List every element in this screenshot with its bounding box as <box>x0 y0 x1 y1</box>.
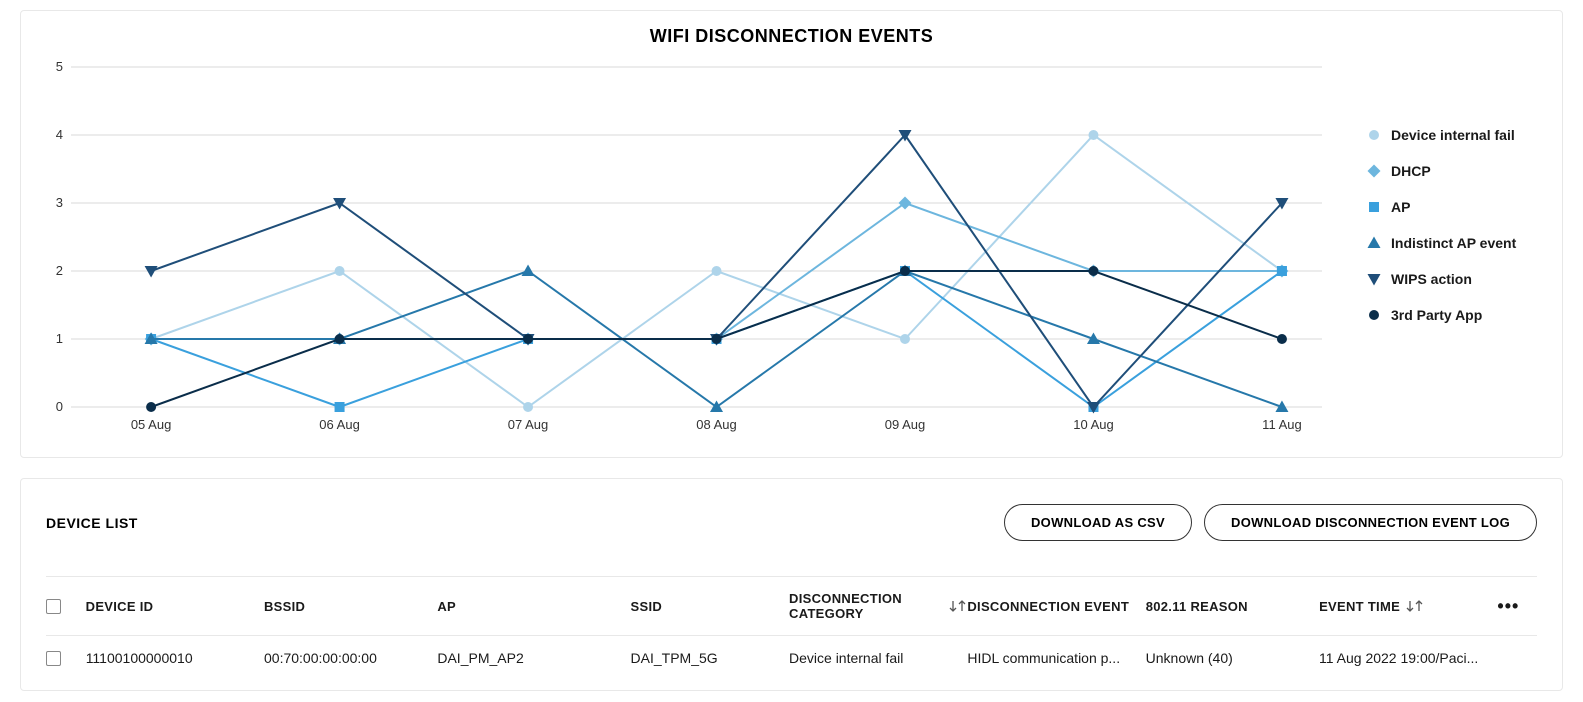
device-table: DEVICE ID BSSID AP SSID DISCONNECTION CA… <box>46 576 1537 680</box>
legend-item[interactable]: Indistinct AP event <box>1367 235 1542 251</box>
cell-bssid: 00:70:00:00:00:00 <box>264 650 437 666</box>
column-80211-reason[interactable]: 802.11 REASON <box>1146 599 1319 614</box>
legend-label: AP <box>1391 199 1410 215</box>
chart-svg: 0 1 2 3 4 5 05 Aug 06 Aug 07 Aug 08 Aug 09 Aug 10 A… <box>41 57 1342 437</box>
chart-plot: 0 1 2 3 4 5 05 Aug 06 Aug 07 Aug 08 Aug 09 Aug 10 A… <box>41 57 1342 437</box>
legend-label: 3rd Party App <box>1391 307 1482 323</box>
svg-text:10 Aug: 10 Aug <box>1073 417 1114 432</box>
svg-text:11 Aug: 11 Aug <box>1262 417 1302 432</box>
sort-icon <box>949 599 967 613</box>
legend-item[interactable]: 3rd Party App <box>1367 307 1542 323</box>
table-row[interactable]: 11100100000010 00:70:00:00:00:00 DAI_PM_… <box>46 636 1537 680</box>
legend-item[interactable]: AP <box>1367 199 1542 215</box>
svg-text:1: 1 <box>56 331 63 346</box>
svg-text:4: 4 <box>56 127 63 142</box>
svg-text:06 Aug: 06 Aug <box>319 417 360 432</box>
chart-title: WIFI DISCONNECTION EVENTS <box>41 26 1542 47</box>
device-list-title: DEVICE LIST <box>46 515 138 531</box>
column-more: ••• <box>1497 596 1537 617</box>
chart-body: 0 1 2 3 4 5 05 Aug 06 Aug 07 Aug 08 Aug 09 Aug 10 A… <box>41 57 1542 437</box>
column-ssid[interactable]: SSID <box>631 599 790 614</box>
column-disconnection-event[interactable]: DISCONNECTION EVENT <box>967 599 1145 614</box>
legend-marker-icon <box>1367 200 1381 214</box>
legend-marker-icon <box>1367 272 1381 286</box>
cell-ap: DAI_PM_AP2 <box>437 650 630 666</box>
table-header-row: DEVICE ID BSSID AP SSID DISCONNECTION CA… <box>46 576 1537 636</box>
cell-reason: Unknown (40) <box>1146 650 1319 666</box>
svg-text:07 Aug: 07 Aug <box>508 417 549 432</box>
legend-marker-icon <box>1367 164 1381 178</box>
more-icon[interactable]: ••• <box>1497 596 1519 617</box>
legend-marker-icon <box>1367 308 1381 322</box>
svg-text:08 Aug: 08 Aug <box>696 417 737 432</box>
device-list-panel: DEVICE LIST DOWNLOAD AS CSV DOWNLOAD DIS… <box>20 478 1563 691</box>
download-log-button[interactable]: DOWNLOAD DISCONNECTION EVENT LOG <box>1204 504 1537 541</box>
chart-legend: Device internal fail DHCP AP Indistinct AP … <box>1342 57 1542 343</box>
download-csv-button[interactable]: DOWNLOAD AS CSV <box>1004 504 1192 541</box>
column-ap[interactable]: AP <box>437 599 630 614</box>
column-event-time[interactable]: EVENT TIME <box>1319 599 1497 614</box>
column-disconnection-category[interactable]: DISCONNECTION CATEGORY <box>789 591 967 621</box>
cell-category: Device internal fail <box>789 650 967 666</box>
chart-panel: WIFI DISCONNECTION EVENTS 0 1 2 3 4 5 05 Aug 06… <box>20 10 1563 458</box>
column-category-label: DISCONNECTION CATEGORY <box>789 591 943 621</box>
row-checkbox[interactable] <box>46 651 61 666</box>
svg-text:05 Aug: 05 Aug <box>131 417 172 432</box>
legend-label: Indistinct AP event <box>1391 235 1516 251</box>
legend-item[interactable]: WIPS action <box>1367 271 1542 287</box>
column-time-label: EVENT TIME <box>1319 599 1400 614</box>
legend-label: DHCP <box>1391 163 1431 179</box>
legend-marker-icon <box>1367 128 1381 142</box>
device-list-header: DEVICE LIST DOWNLOAD AS CSV DOWNLOAD DIS… <box>46 504 1537 541</box>
cell-device-id: 11100100000010 <box>86 650 264 666</box>
cell-time: 11 Aug 2022 19:00/Paci... <box>1319 650 1497 666</box>
column-device-id[interactable]: DEVICE ID <box>86 599 264 614</box>
select-all-cell <box>46 599 86 614</box>
row-select-cell <box>46 651 86 666</box>
legend-item[interactable]: Device internal fail <box>1367 127 1542 143</box>
legend-label: Device internal fail <box>1391 127 1515 143</box>
cell-ssid: DAI_TPM_5G <box>631 650 790 666</box>
svg-text:3: 3 <box>56 195 63 210</box>
svg-text:0: 0 <box>56 399 63 414</box>
svg-text:2: 2 <box>56 263 63 278</box>
legend-marker-icon <box>1367 236 1381 250</box>
legend-item[interactable]: DHCP <box>1367 163 1542 179</box>
svg-text:09 Aug: 09 Aug <box>885 417 926 432</box>
cell-event: HIDL communication p... <box>967 650 1145 666</box>
column-bssid[interactable]: BSSID <box>264 599 437 614</box>
svg-text:5: 5 <box>56 59 63 74</box>
table-actions: DOWNLOAD AS CSV DOWNLOAD DISCONNECTION E… <box>1004 504 1537 541</box>
select-all-checkbox[interactable] <box>46 599 61 614</box>
legend-label: WIPS action <box>1391 271 1472 287</box>
sort-icon <box>1406 599 1424 613</box>
